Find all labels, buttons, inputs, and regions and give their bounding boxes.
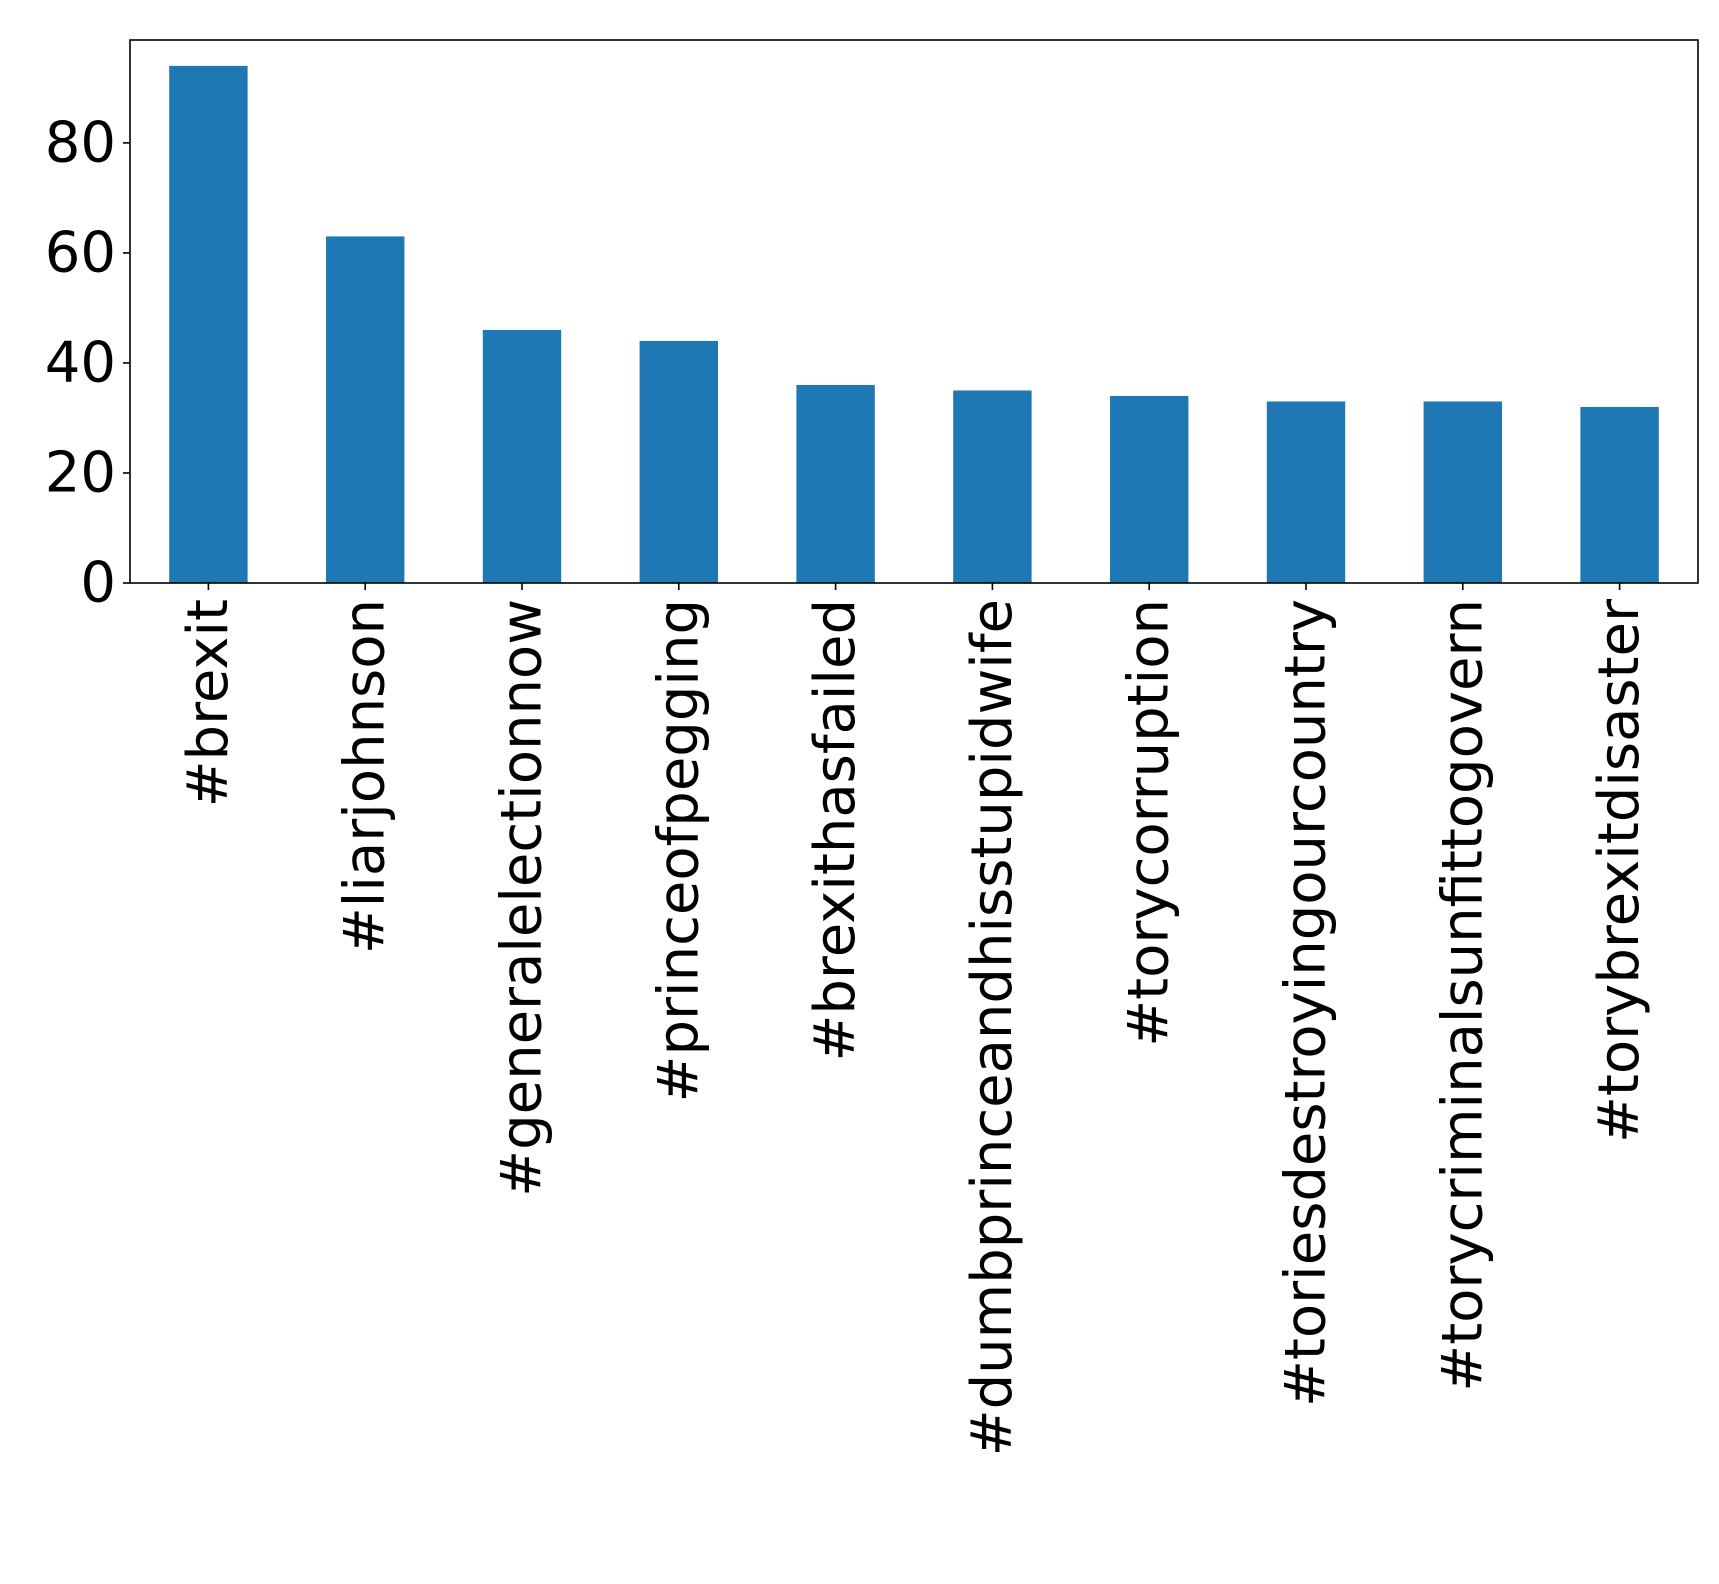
y-tick-label: 20 <box>45 440 116 505</box>
x-tick-label: #torycorruption <box>1117 599 1182 1047</box>
bars-layer <box>169 65 1659 584</box>
x-tick-label: #brexit <box>176 599 241 807</box>
bar-toriesdestroyingourcountry <box>1266 401 1346 583</box>
y-tick-label: 60 <box>45 220 116 285</box>
x-tick-label: #toriesdestroyingourcountry <box>1274 599 1339 1407</box>
x-tick-label: #dumbprinceandhisstupidwife <box>960 599 1025 1456</box>
bar-generalelectionnow <box>482 329 562 583</box>
bar-brexithasfailed <box>796 384 875 583</box>
x-tick-label: #generalelectionnow <box>490 599 555 1197</box>
x-tick-label: #torycriminalsunfittogovern <box>1430 599 1495 1392</box>
bar-princeofpegging <box>639 340 718 583</box>
plot-frame <box>129 39 1699 584</box>
x-axis-ticks: #brexit #liarjohnson #generalelectionnow #p… <box>176 583 1652 1456</box>
y-axis-ticks: 0 20 40 60 80 <box>45 110 130 616</box>
bar-torycorruption <box>1110 395 1189 583</box>
x-tick-label: #torybrexitdisaster <box>1587 598 1652 1143</box>
x-tick-label: #liarjohnson <box>333 599 398 954</box>
bar-torycriminalsunfittogovern <box>1423 401 1502 583</box>
y-tick-label: 40 <box>45 330 116 395</box>
bar-liarjohnson <box>326 236 405 584</box>
y-tick-label: 0 <box>80 551 116 616</box>
bar-torybrexitdisaster <box>1580 406 1659 583</box>
bar-brexit <box>169 65 248 584</box>
x-tick-label: #princeofpegging <box>646 599 711 1102</box>
x-tick-label: #brexithasfailed <box>803 599 868 1062</box>
y-tick-label: 80 <box>45 110 116 175</box>
bar-dumbprinceandhisstupidwife <box>953 390 1032 583</box>
